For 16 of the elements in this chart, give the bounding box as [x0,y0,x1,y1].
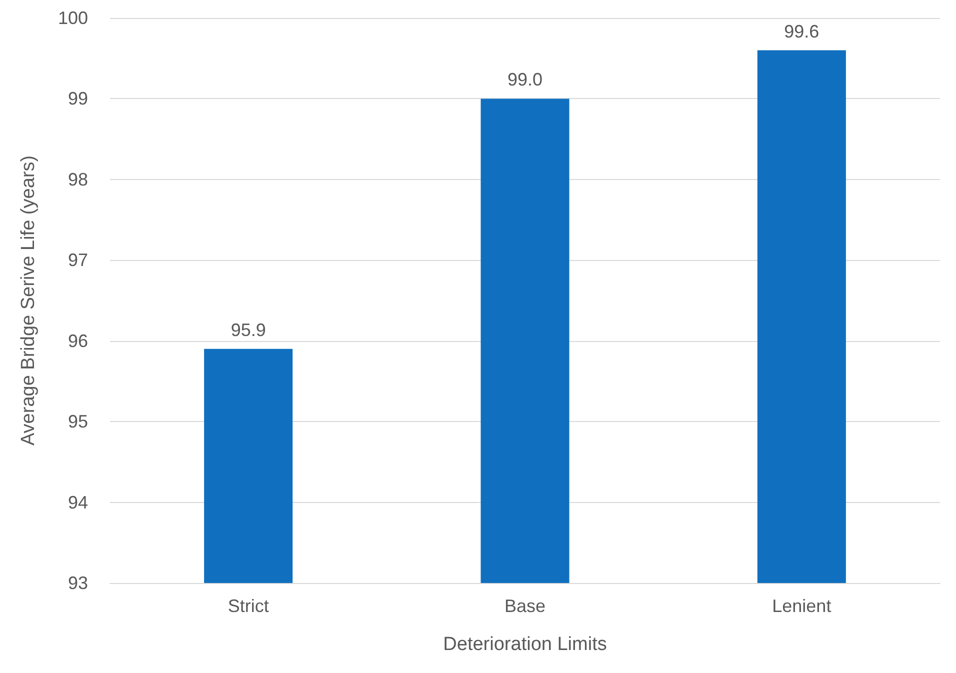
y-tick-label: 98 [68,169,88,190]
y-tick-label: 94 [68,492,88,512]
y-tick-label: 96 [68,330,88,351]
y-axis-title: Average Bridge Serive Life (years) [18,155,39,446]
x-tick-label: Lenient [772,596,832,616]
y-tick-label: 95 [68,412,88,432]
x-axis-title: Deterioration Limits [443,634,607,655]
x-tick-label: Strict [228,596,269,616]
data-label: 99.6 [784,21,820,42]
x-tick-label: Base [504,596,546,616]
y-tick-label: 100 [58,8,88,28]
data-label: 99.0 [507,70,543,90]
y-tick-label: 97 [68,250,88,270]
data-label: 95.9 [230,320,266,340]
y-tick-label: 93 [68,573,88,593]
y-tick-label: 99 [68,88,88,109]
